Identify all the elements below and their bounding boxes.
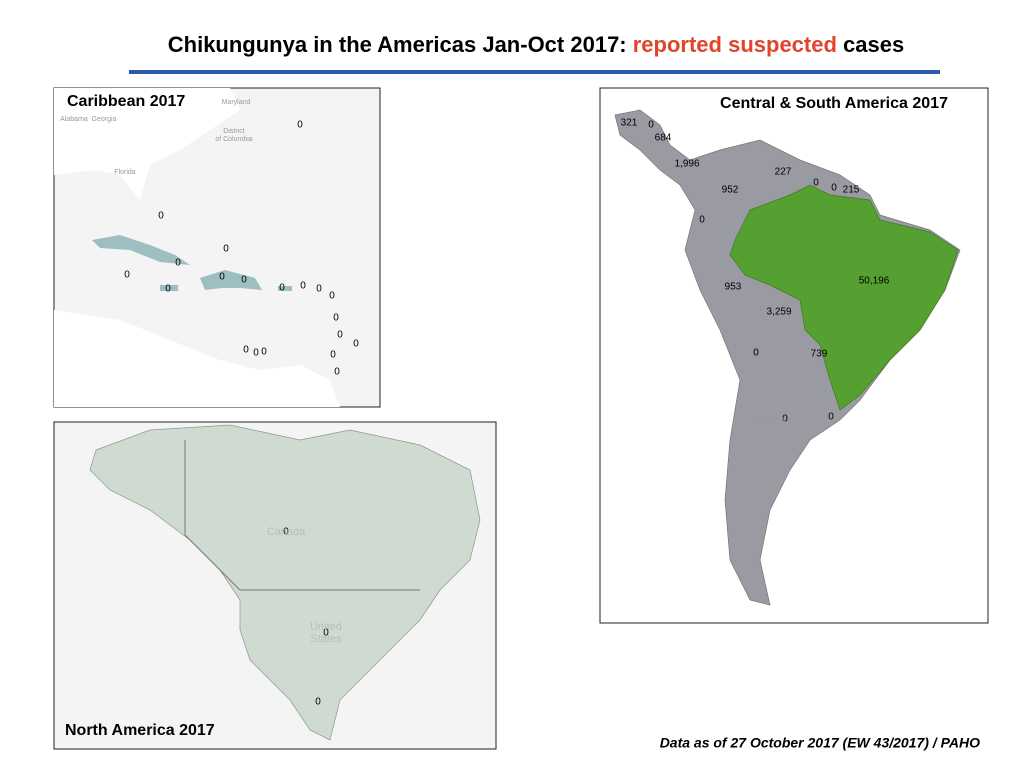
base-label: Maryland [222,99,251,106]
base-label: Alabama [60,116,88,123]
case-label: 0 [831,183,837,194]
border [184,440,241,591]
case-label: 50,196 [859,276,890,287]
puerto-rico [278,286,292,291]
case-label: 952 [722,185,739,196]
case-label: 0 [261,347,267,358]
case-label: 0 [315,697,321,708]
case-label: 215 [843,185,860,196]
case-label: 0 [699,215,705,226]
north-panel: North America 2017 [53,421,497,750]
title-start: Chikungunya in the Americas Jan-Oct 2017… [168,32,627,57]
case-label: 0 [158,211,164,222]
case-label: 321 [621,118,638,129]
title-end: cases [843,32,904,57]
case-label: 0 [353,339,359,350]
land [54,88,240,200]
case-label: 0 [241,275,247,286]
case-label: 0 [333,313,339,324]
case-label: 0 [753,348,759,359]
land [54,310,340,407]
panel-title: Central & South America 2017 [720,95,948,112]
base-label: Argentina [755,417,785,424]
case-label: 0 [316,284,322,295]
case-label: 0 [124,270,130,281]
case-label: 0 [828,412,834,423]
case-label: 953 [725,282,742,293]
case-label: 0 [300,281,306,292]
case-label: 0 [337,330,343,341]
base-label: States [310,633,342,645]
case-label: 0 [283,527,289,538]
case-label: 684 [655,133,672,144]
case-label: 0 [323,628,329,639]
case-label: 3,259 [766,307,791,318]
cuba [92,235,190,265]
caribbean-panel: Caribbean 2017 [53,87,381,408]
base-label: Georgia [92,116,117,123]
case-label: 1,996 [674,159,699,170]
case-label: 0 [334,367,340,378]
panel-title: North America 2017 [65,722,215,739]
case-label: 0 [782,414,788,425]
case-label: 739 [811,349,828,360]
base-label: Florida [114,169,136,176]
south-panel: Central & South America 2017 [599,87,989,624]
case-label: 0 [297,120,303,131]
base-label: Canada [267,526,306,538]
base-label: of Columbia [215,136,252,143]
case-label: 0 [219,272,225,283]
case-label: 0 [165,284,171,295]
brazil [729,184,959,411]
case-label: 0 [330,350,336,361]
case-label: 227 [775,167,792,178]
case-label: 0 [648,120,654,131]
case-label: 0 [329,291,335,302]
case-label: 0 [253,348,259,359]
case-label: 0 [243,345,249,356]
case-label: 0 [813,178,819,189]
hispaniola [200,270,262,290]
case-label: 0 [223,244,229,255]
jamaica [160,285,178,291]
panel-title: Caribbean 2017 [67,93,185,110]
base-label: United [310,621,342,633]
title: Chikungunya in the Americas Jan-Oct 2017… [168,32,904,57]
title-highlight: reported suspected [633,32,837,57]
case-label: 0 [279,283,285,294]
footer-note: Data as of 27 October 2017 (EW 43/2017) … [660,735,980,751]
case-label: 0 [175,258,181,269]
base-label: District [223,128,244,135]
